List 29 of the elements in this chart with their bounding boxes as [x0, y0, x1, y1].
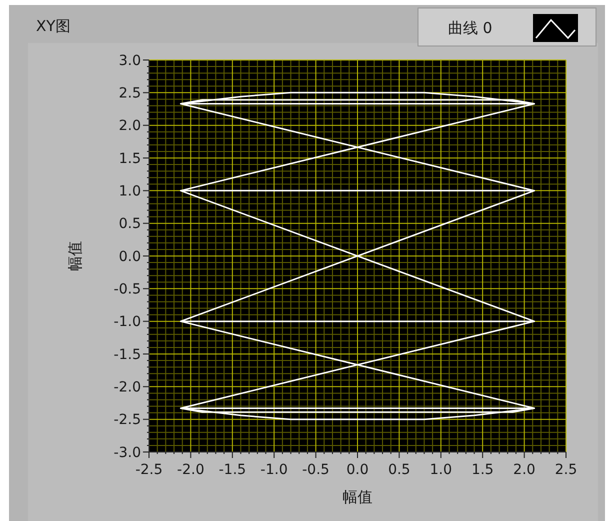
- x-tick-label: -1.0: [260, 462, 288, 478]
- y-tick-label: 2.0: [118, 118, 141, 134]
- x-tick-label: -0.5: [302, 462, 330, 478]
- y-tick-label: -0.5: [114, 282, 141, 298]
- x-axis-title: 幅值: [342, 488, 372, 506]
- x-tick-label: 2.0: [513, 462, 536, 478]
- y-axis-title: 幅值: [66, 241, 84, 271]
- y-tick-label: 1.0: [118, 184, 141, 200]
- x-tick-label: 1.0: [430, 462, 452, 478]
- y-tick-label: -1.5: [114, 346, 141, 363]
- y-tick-label: 3.0: [118, 52, 141, 69]
- text: 曲线 0: [448, 19, 492, 37]
- x-tick-label: 2.5: [554, 462, 578, 478]
- x-tick-label: 1.5: [471, 462, 494, 478]
- y-tick-label: 1.5: [118, 150, 141, 167]
- x-tick-label: -2.5: [135, 462, 163, 478]
- y-tick-label: -3.0: [114, 444, 141, 461]
- x-tick-label: 0.5: [388, 462, 410, 478]
- x-tick-label: -2.0: [177, 462, 204, 478]
- y-tick-label: -2.0: [114, 380, 141, 396]
- y-tick-label: -1.0: [114, 314, 141, 330]
- y-tick-label: 0.5: [118, 216, 141, 232]
- y-tick-label: 2.5: [118, 86, 141, 102]
- y-tick-label: 0.0: [118, 248, 141, 265]
- y-tick-label: -2.5: [114, 412, 141, 428]
- line-series: [180, 92, 536, 420]
- x-tick-label: -1.5: [218, 462, 246, 478]
- chart-title: XY图: [36, 17, 70, 35]
- x-tick-label: 0.0: [346, 462, 369, 478]
